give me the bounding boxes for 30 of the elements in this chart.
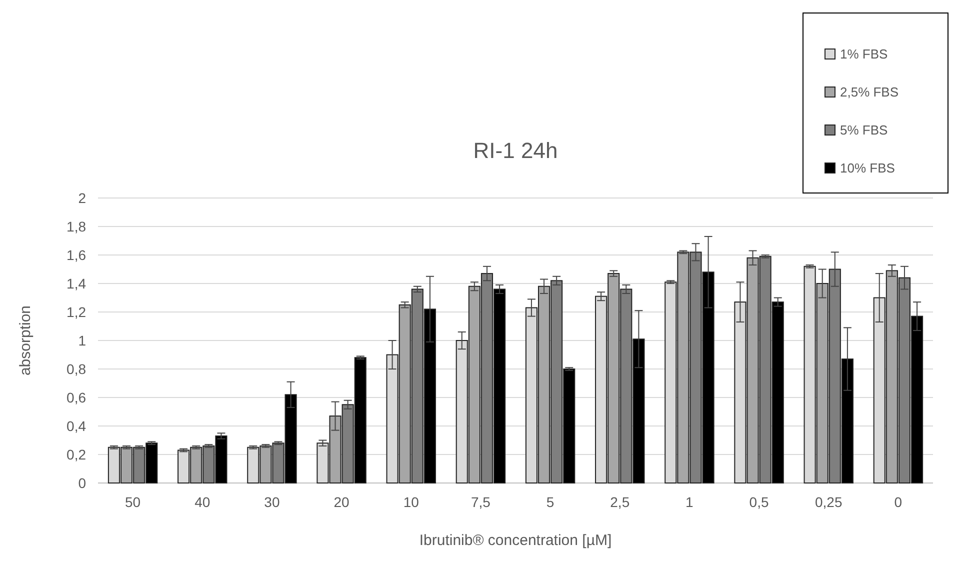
- legend-label: 1% FBS: [840, 46, 888, 62]
- y-tick-label: 0: [78, 474, 86, 491]
- legend-label: 5% FBS: [840, 122, 888, 138]
- x-axis-title: Ibrutinib® concentration [µM]: [419, 532, 612, 549]
- x-tick-label: 2,5: [610, 494, 630, 510]
- y-tick-label: 1,6: [66, 246, 86, 263]
- x-tick-label: 1: [686, 494, 694, 510]
- x-tick-label: 20: [334, 494, 350, 510]
- y-axis-title: absorption: [17, 305, 34, 376]
- x-tick-label: 40: [194, 494, 210, 510]
- x-tick-label: 0,5: [749, 494, 769, 510]
- legend-label: 2,5% FBS: [840, 84, 899, 100]
- x-tick-label: 7,5: [470, 494, 491, 510]
- y-tick-label: 0,2: [66, 446, 86, 462]
- y-tick-label: 0,4: [66, 418, 86, 434]
- y-tick-label: 2: [78, 190, 86, 206]
- y-tick-label: 1,8: [66, 218, 86, 234]
- legend-label: 10% FBS: [840, 160, 896, 176]
- x-tick-label: 0: [894, 494, 902, 510]
- y-tick-label: 1,4: [66, 275, 86, 292]
- x-tick-label: 50: [125, 494, 141, 510]
- x-tick-label: 0,25: [815, 494, 842, 510]
- y-tick-label: 0,6: [66, 389, 86, 406]
- x-tick-label: 10: [403, 494, 420, 510]
- y-tick-label: 1: [78, 332, 86, 348]
- chart-title: RI-1 24h: [473, 138, 558, 163]
- y-tick-label: 1,2: [66, 304, 86, 320]
- y-tick-label: 0,8: [66, 360, 86, 377]
- x-tick-label: 5: [546, 494, 554, 510]
- x-tick-label: 30: [264, 494, 280, 510]
